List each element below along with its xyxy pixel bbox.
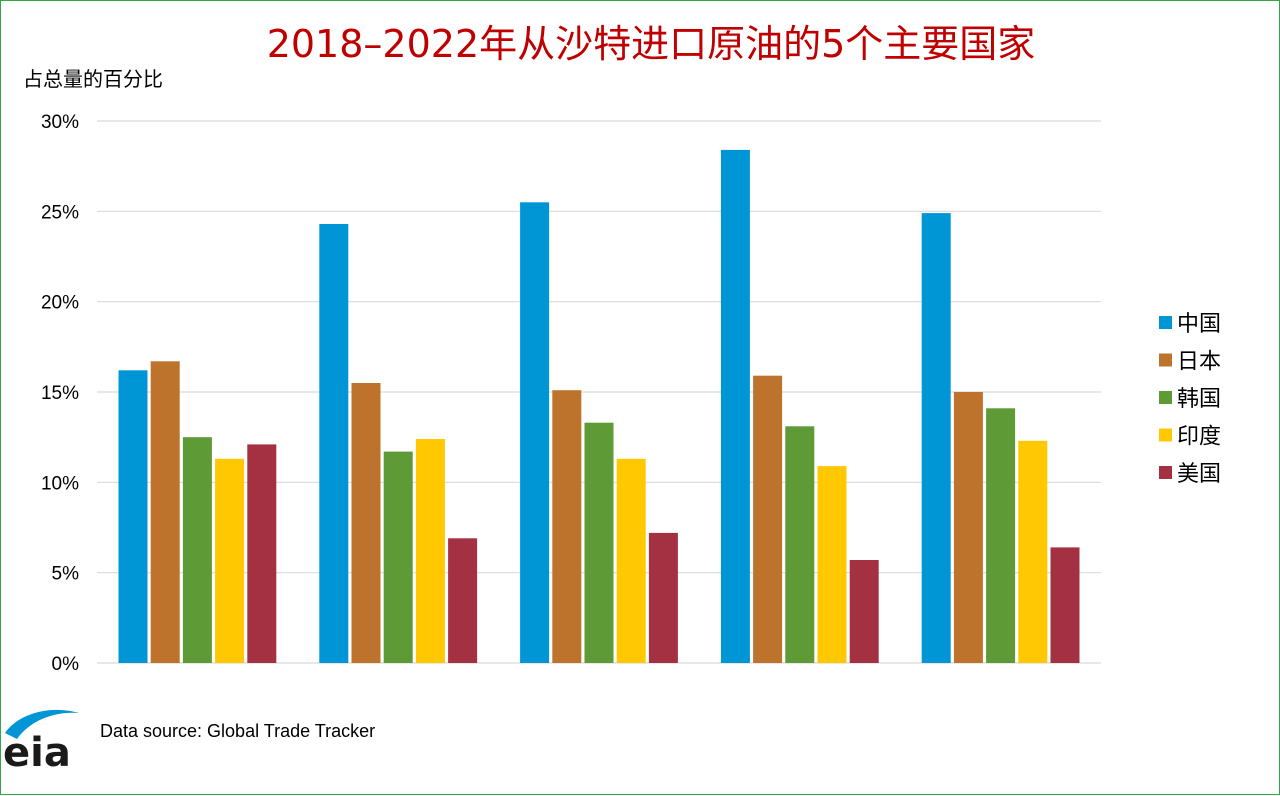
- eia-logo-swoosh: [5, 709, 79, 739]
- bar-2018-日本: [150, 361, 180, 663]
- y-tick-label: 15%: [41, 383, 79, 404]
- bar-2020-韩国: [584, 422, 614, 663]
- y-tick-label: 10%: [41, 473, 79, 494]
- bar-2018-中国: [118, 370, 148, 663]
- bar-2022-美国: [1050, 547, 1080, 663]
- bar-2018-印度: [215, 458, 245, 663]
- bar-2020-日本: [552, 390, 582, 663]
- bar-2019-美国: [448, 538, 478, 663]
- bar-2021-美国: [849, 560, 879, 663]
- legend-label: 印度: [1177, 425, 1221, 450]
- legend-label: 美国: [1177, 462, 1221, 487]
- legend-swatch: [1159, 391, 1172, 404]
- legend-swatch: [1159, 316, 1172, 329]
- legend-swatch: [1159, 466, 1172, 479]
- legend-label: 日本: [1177, 350, 1221, 375]
- y-axis-label: 占总量的百分比: [23, 67, 163, 91]
- bar-2022-印度: [1018, 440, 1048, 663]
- bar-2019-韩国: [383, 451, 413, 663]
- data-source-note: Data source: Global Trade Tracker: [100, 721, 375, 741]
- bar-2022-韩国: [986, 408, 1016, 663]
- bar-2019-中国: [319, 224, 349, 663]
- legend-swatch: [1159, 353, 1172, 367]
- y-tick-label: 5%: [52, 564, 80, 585]
- bar-2022-中国: [921, 213, 951, 663]
- eia-logo: eia: [3, 709, 79, 776]
- chart-title: 2018–2022年从沙特进口原油的5个主要国家: [267, 22, 1036, 66]
- eia-logo-text: eia: [3, 730, 71, 776]
- bar-2018-韩国: [182, 437, 212, 663]
- bar-2022-日本: [953, 392, 983, 663]
- y-tick-label: 30%: [41, 112, 79, 133]
- bar-2020-印度: [616, 458, 646, 663]
- bar-2019-日本: [351, 383, 381, 663]
- bar-2021-日本: [753, 375, 783, 663]
- y-tick-label: 20%: [41, 293, 79, 314]
- bar-2019-印度: [415, 439, 445, 663]
- bar-2021-中国: [720, 149, 750, 663]
- y-axis-ticks: 0% 5% 10% 15% 20% 25% 30%: [41, 112, 79, 675]
- bar-2018-美国: [247, 444, 277, 663]
- bars: [118, 149, 1080, 664]
- legend-label: 韩国: [1177, 387, 1221, 412]
- bar-2020-美国: [648, 532, 678, 663]
- y-tick-label: 25%: [41, 202, 79, 223]
- bar-2021-印度: [817, 466, 847, 663]
- y-tick-label: 0%: [52, 654, 80, 675]
- legend-swatch: [1159, 428, 1172, 442]
- bar-2020-中国: [520, 202, 550, 664]
- bar-2021-韩国: [785, 426, 815, 663]
- legend-label: 中国: [1177, 312, 1221, 337]
